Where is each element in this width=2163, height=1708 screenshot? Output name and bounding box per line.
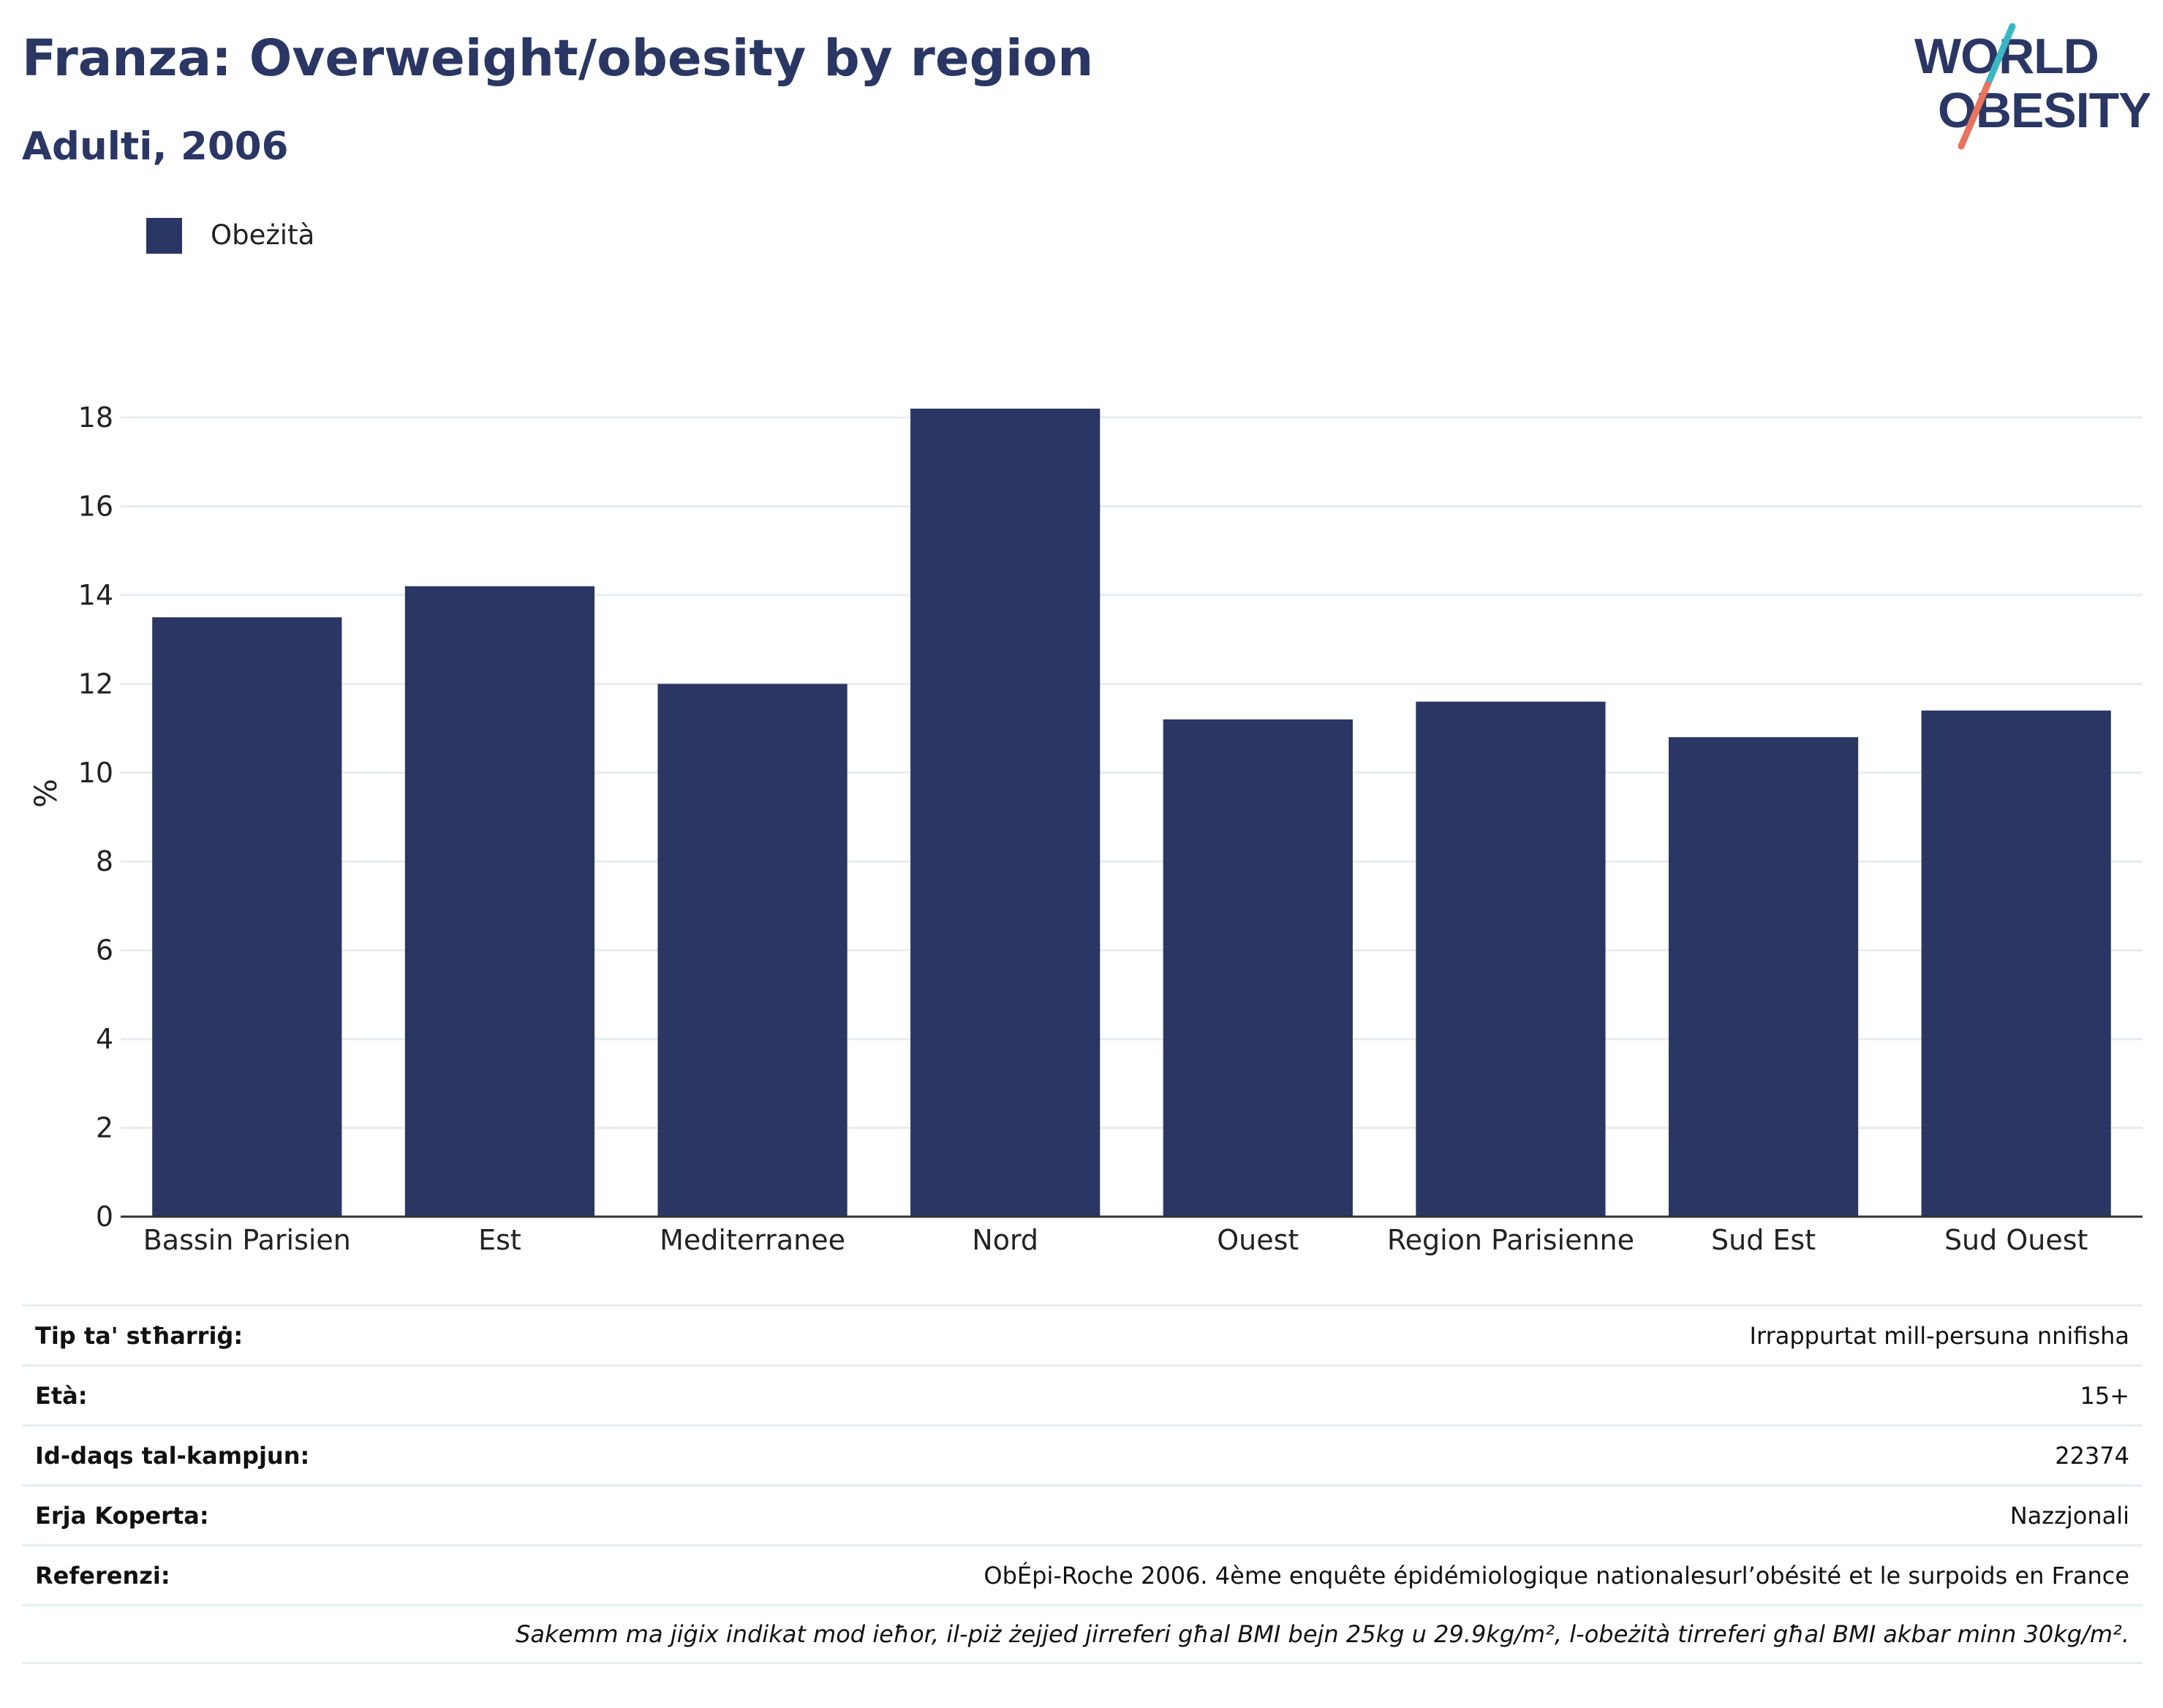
world-obesity-logo: WORLD OBESITY: [1914, 23, 2150, 150]
info-row-survey-type: Tip ta' stħarriġ: Irrappurtat mill-persu…: [22, 1304, 2143, 1364]
y-tick-label: 4: [96, 1023, 113, 1055]
info-row-references: Referenzi: ObÉpi-Roche 2006. 4ème enquêt…: [22, 1544, 2143, 1604]
x-tick-label: Est: [478, 1224, 521, 1256]
bar-sud-ouest: [1921, 710, 2111, 1217]
x-tick-label: Region Parisienne: [1387, 1224, 1634, 1256]
y-tick-label: 6: [96, 934, 113, 967]
x-tick-label: Ouest: [1217, 1224, 1299, 1256]
y-tick-label: 18: [78, 401, 113, 434]
y-tick-label: 14: [78, 579, 113, 611]
info-row-sample-size: Id-daqs tal-kampjun: 22374: [22, 1424, 2143, 1484]
info-table: Tip ta' stħarriġ: Irrappurtat mill-persu…: [22, 1304, 2143, 1664]
bar-nord: [910, 408, 1101, 1217]
logo-slash-teal: [1984, 23, 2016, 88]
logo-slash-coral: [1958, 81, 1991, 150]
bar-est: [404, 586, 595, 1217]
bar-chart: 0 2 4 6 8 10 12 14 16 18 Bassin Parisien Est Mediter…: [78, 401, 2143, 1256]
x-tick-label: Mediterranee: [660, 1224, 845, 1256]
info-row-age: Età: 15+: [22, 1364, 2143, 1424]
y-tick-label: 12: [78, 668, 113, 700]
info-key: Referenzi:: [35, 1561, 170, 1590]
bar-sud-est: [1668, 737, 1859, 1217]
info-key: Tip ta' stħarriġ:: [35, 1321, 244, 1350]
info-value: 15+: [2080, 1381, 2129, 1410]
chart-subtitle: Adulti, 2006: [22, 124, 289, 169]
y-tick-label: 2: [96, 1112, 113, 1144]
y-tick-label: 0: [96, 1201, 113, 1233]
info-key: Erja Koperta:: [35, 1501, 209, 1530]
info-row-area-covered: Erja Koperta: Nazzjonali: [22, 1484, 2143, 1544]
info-value: Nazzjonali: [2009, 1501, 2129, 1530]
x-tick-label: Nord: [972, 1224, 1038, 1256]
legend-label-obesity: Obeżità: [211, 219, 315, 251]
legend-swatch-obesity: [146, 218, 182, 254]
bar-bassin-parisien: [152, 617, 342, 1217]
y-tick-label: 10: [78, 757, 113, 789]
y-tick-label: 8: [96, 845, 113, 877]
info-key: Età:: [35, 1381, 88, 1410]
bar-ouest: [1163, 719, 1353, 1217]
x-tick-label: Sud Est: [1711, 1224, 1816, 1256]
info-value: Irrappurtat mill-persuna nnifisha: [1749, 1321, 2129, 1350]
info-value: 22374: [2055, 1441, 2129, 1470]
y-tick-label: 16: [78, 490, 113, 522]
definition-note: Sakemm ma jiġix indikat mod ieħor, il-pi…: [22, 1604, 2143, 1664]
x-tick-label: Bassin Parisien: [143, 1224, 351, 1256]
info-value: ObÉpi-Roche 2006. 4ème enquête épidémiol…: [984, 1561, 2129, 1590]
chart-title: Franza: Overweight/obesity by region: [22, 29, 1094, 88]
bar-region-parisienne: [1416, 701, 1606, 1217]
info-key: Id-daqs tal-kampjun:: [35, 1441, 310, 1470]
bar-mediterranee: [657, 684, 848, 1217]
x-tick-label: Sud Ouest: [1944, 1224, 2088, 1256]
